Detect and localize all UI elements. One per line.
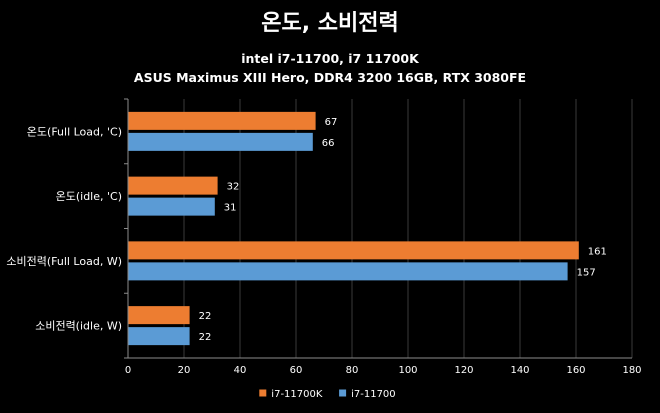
x-tick-label: 140 bbox=[510, 365, 529, 376]
category-label: 온도(idle, 'C) bbox=[56, 190, 122, 203]
data-label: 157 bbox=[577, 267, 596, 278]
chart-subtitle-line-1: intel i7-11700, i7 11700K bbox=[241, 51, 420, 66]
data-label: 66 bbox=[322, 138, 335, 149]
bar bbox=[128, 241, 579, 260]
labels: 0 20 40 60 80 100 120 140 160 180 온도(Full Load, 'C… bbox=[6, 117, 641, 376]
data-label: 22 bbox=[199, 332, 212, 343]
x-tick-label: 0 bbox=[125, 365, 131, 376]
legend-swatch bbox=[259, 389, 267, 397]
x-tick-label: 160 bbox=[566, 365, 585, 376]
legend-label: i7-11700 bbox=[351, 389, 396, 400]
data-label: 22 bbox=[199, 311, 212, 322]
bar bbox=[128, 262, 568, 281]
x-tick-label: 60 bbox=[290, 365, 303, 376]
bar bbox=[128, 327, 190, 346]
x-tick-label: 20 bbox=[178, 365, 191, 376]
bar bbox=[128, 111, 316, 130]
x-tick-label: 40 bbox=[234, 365, 247, 376]
bar bbox=[128, 132, 313, 151]
bar bbox=[128, 176, 218, 195]
bars bbox=[128, 111, 579, 346]
x-tick-label: 80 bbox=[346, 365, 359, 376]
legend-swatch bbox=[339, 389, 347, 397]
category-label: 소비전력(Full Load, W) bbox=[6, 255, 122, 268]
category-label: 소비전력(idle, W) bbox=[35, 320, 122, 333]
bar bbox=[128, 306, 190, 325]
data-label: 31 bbox=[224, 203, 237, 214]
x-tick-label: 120 bbox=[454, 365, 473, 376]
legend: i7-11700K i7-11700 bbox=[259, 389, 396, 400]
data-label: 67 bbox=[325, 117, 338, 128]
data-label: 161 bbox=[588, 246, 607, 257]
x-tick-label: 180 bbox=[622, 365, 641, 376]
chart-title: 온도, 소비전력 bbox=[261, 11, 398, 36]
data-label: 32 bbox=[227, 182, 240, 193]
category-label: 온도(Full Load, 'C) bbox=[27, 125, 122, 138]
legend-label: i7-11700K bbox=[271, 389, 323, 400]
chart-subtitle-line-2: ASUS Maximus XIII Hero, DDR4 3200 16GB, … bbox=[134, 70, 526, 85]
bar bbox=[128, 197, 215, 216]
x-tick-label: 100 bbox=[398, 365, 417, 376]
